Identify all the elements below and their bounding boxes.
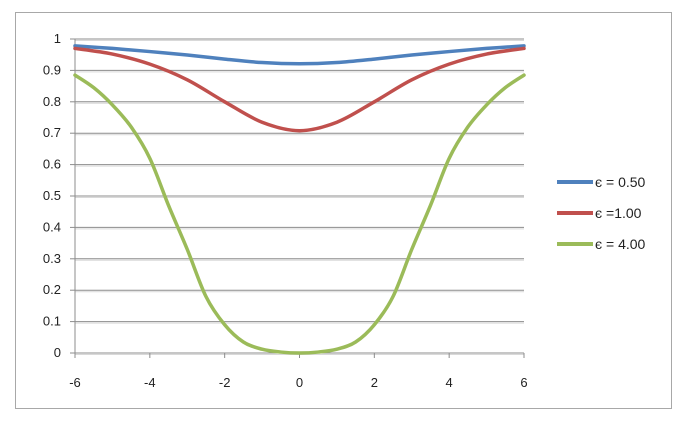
series-line-3	[73, 73, 526, 355]
y-tick-label: 0.8	[43, 94, 61, 109]
y-tick-label: 0.1	[43, 314, 61, 329]
y-tick-label: 0.6	[43, 157, 61, 172]
x-tick-label: 0	[296, 375, 303, 390]
y-tick-label: 0.3	[43, 251, 61, 266]
y-tick-label: 1	[54, 31, 61, 46]
legend-label-1: є = 0.50	[595, 174, 646, 190]
grid-lines	[75, 38, 524, 324]
y-tick-label: 0.9	[43, 62, 61, 77]
y-tick-label: 0.5	[43, 188, 61, 203]
axes	[70, 38, 525, 358]
x-tick-label: -4	[144, 375, 156, 390]
series-lines	[73, 44, 526, 355]
legend-label-2: є =1.00	[595, 205, 642, 221]
tick-labels: 0 0.1 0.2 0.3 0.4 0.5 0.6 0.7 0.8 0.9 1 -6 -4 -2 0 2 4 6	[43, 31, 528, 390]
chart-frame	[15, 12, 672, 409]
y-tick-label: 0.7	[43, 125, 61, 140]
legend: є = 0.50 є =1.00 є = 4.00	[557, 174, 646, 252]
legend-label-3: є = 4.00	[595, 236, 646, 252]
y-tick-label: 0	[54, 345, 61, 360]
y-tick-label: 0.2	[43, 282, 61, 297]
x-tick-label: 6	[520, 375, 527, 390]
x-tick-label: 4	[446, 375, 453, 390]
y-tick-label: 0.4	[43, 219, 61, 234]
x-tick-label: -2	[219, 375, 231, 390]
x-tick-label: 2	[371, 375, 378, 390]
series-line-1	[73, 44, 526, 66]
series-line-2	[73, 46, 526, 133]
x-tick-label: -6	[69, 375, 81, 390]
